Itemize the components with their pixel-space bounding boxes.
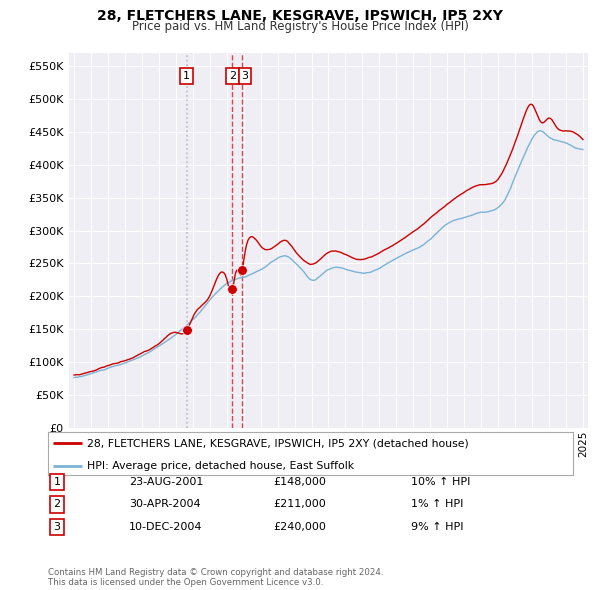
Text: 1% ↑ HPI: 1% ↑ HPI bbox=[411, 500, 463, 509]
Text: £240,000: £240,000 bbox=[273, 522, 326, 532]
Text: 2: 2 bbox=[229, 71, 236, 81]
Text: 30-APR-2004: 30-APR-2004 bbox=[129, 500, 200, 509]
Text: 3: 3 bbox=[53, 522, 61, 532]
Text: £148,000: £148,000 bbox=[273, 477, 326, 487]
Text: HPI: Average price, detached house, East Suffolk: HPI: Average price, detached house, East… bbox=[88, 461, 355, 471]
Text: Contains HM Land Registry data © Crown copyright and database right 2024.
This d: Contains HM Land Registry data © Crown c… bbox=[48, 568, 383, 587]
Text: 1: 1 bbox=[53, 477, 61, 487]
Text: Price paid vs. HM Land Registry's House Price Index (HPI): Price paid vs. HM Land Registry's House … bbox=[131, 20, 469, 33]
Text: 28, FLETCHERS LANE, KESGRAVE, IPSWICH, IP5 2XY: 28, FLETCHERS LANE, KESGRAVE, IPSWICH, I… bbox=[97, 9, 503, 23]
Text: 1: 1 bbox=[183, 71, 190, 81]
Text: £211,000: £211,000 bbox=[273, 500, 326, 509]
Text: 9% ↑ HPI: 9% ↑ HPI bbox=[411, 522, 464, 532]
Text: 28, FLETCHERS LANE, KESGRAVE, IPSWICH, IP5 2XY (detached house): 28, FLETCHERS LANE, KESGRAVE, IPSWICH, I… bbox=[88, 439, 469, 449]
Text: 2: 2 bbox=[53, 500, 61, 509]
Text: 10-DEC-2004: 10-DEC-2004 bbox=[129, 522, 203, 532]
Text: 3: 3 bbox=[241, 71, 248, 81]
Text: 23-AUG-2001: 23-AUG-2001 bbox=[129, 477, 203, 487]
Text: 10% ↑ HPI: 10% ↑ HPI bbox=[411, 477, 470, 487]
